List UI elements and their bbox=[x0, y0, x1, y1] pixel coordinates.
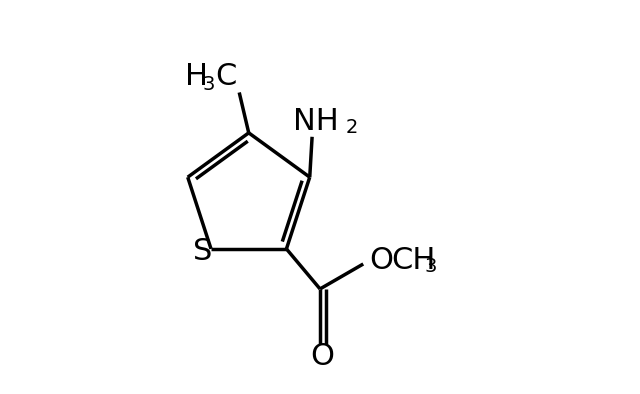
Text: 2: 2 bbox=[346, 118, 358, 137]
Text: H: H bbox=[184, 62, 207, 91]
Text: O: O bbox=[369, 246, 393, 275]
Text: CH: CH bbox=[391, 246, 435, 275]
Text: O: O bbox=[310, 342, 335, 372]
Text: C: C bbox=[216, 62, 237, 91]
Text: NH: NH bbox=[292, 107, 339, 136]
Text: 3: 3 bbox=[202, 75, 214, 94]
Text: 3: 3 bbox=[424, 257, 436, 276]
Text: S: S bbox=[193, 237, 212, 266]
